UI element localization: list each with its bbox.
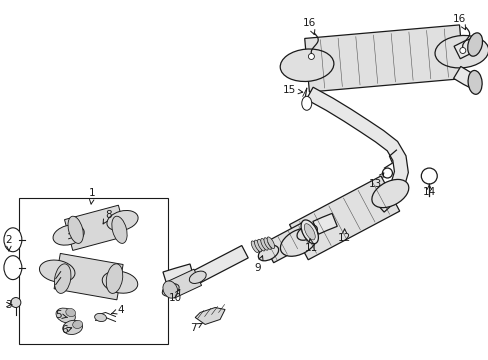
Ellipse shape (163, 281, 177, 298)
Ellipse shape (73, 320, 82, 328)
Polygon shape (54, 253, 123, 300)
Ellipse shape (467, 33, 482, 56)
Polygon shape (304, 25, 463, 92)
Ellipse shape (68, 216, 83, 243)
Ellipse shape (254, 240, 262, 252)
Polygon shape (453, 38, 477, 59)
Ellipse shape (40, 260, 75, 282)
Polygon shape (312, 213, 337, 234)
Polygon shape (453, 67, 477, 89)
Ellipse shape (62, 320, 82, 334)
Text: 11: 11 (305, 239, 318, 253)
Ellipse shape (304, 224, 315, 240)
Text: 5: 5 (55, 310, 67, 320)
Text: 12: 12 (337, 229, 350, 243)
Ellipse shape (53, 225, 84, 245)
Ellipse shape (264, 238, 271, 249)
Ellipse shape (66, 309, 75, 316)
Ellipse shape (382, 168, 392, 178)
Ellipse shape (112, 216, 127, 243)
Ellipse shape (280, 228, 317, 256)
Ellipse shape (4, 256, 22, 280)
Text: 2: 2 (5, 235, 12, 251)
Text: 7: 7 (189, 323, 202, 333)
Ellipse shape (301, 220, 318, 244)
Ellipse shape (421, 168, 436, 184)
Ellipse shape (459, 48, 465, 54)
Ellipse shape (11, 298, 21, 307)
Ellipse shape (258, 245, 278, 261)
Text: 16: 16 (303, 18, 316, 35)
Text: 13: 13 (368, 173, 383, 189)
Ellipse shape (467, 71, 481, 94)
Ellipse shape (308, 54, 314, 59)
Ellipse shape (54, 264, 71, 293)
Text: 3: 3 (5, 300, 12, 310)
Polygon shape (163, 264, 194, 287)
Ellipse shape (56, 308, 75, 323)
Ellipse shape (4, 228, 22, 252)
Ellipse shape (434, 35, 488, 68)
Text: 10: 10 (168, 289, 182, 302)
Ellipse shape (260, 239, 268, 250)
Polygon shape (64, 205, 126, 251)
Polygon shape (166, 269, 201, 298)
Bar (19, 198, 168, 345)
Text: 16: 16 (451, 14, 465, 30)
Ellipse shape (301, 96, 311, 110)
Text: 1: 1 (89, 188, 96, 204)
Text: 9: 9 (254, 256, 263, 273)
Ellipse shape (251, 241, 258, 253)
Ellipse shape (106, 264, 122, 293)
Polygon shape (195, 307, 224, 324)
Polygon shape (289, 176, 399, 260)
Ellipse shape (95, 314, 106, 321)
Ellipse shape (102, 271, 138, 293)
Text: 8: 8 (103, 210, 112, 224)
Ellipse shape (189, 271, 206, 283)
Text: 6: 6 (61, 325, 72, 336)
Ellipse shape (162, 284, 179, 296)
Text: 4: 4 (111, 306, 123, 315)
Polygon shape (263, 223, 312, 263)
Text: 15: 15 (283, 85, 302, 95)
Polygon shape (192, 246, 248, 284)
Text: 14: 14 (422, 184, 435, 197)
Ellipse shape (280, 49, 333, 81)
Ellipse shape (107, 211, 138, 231)
Polygon shape (306, 87, 407, 212)
Ellipse shape (371, 179, 408, 208)
Ellipse shape (257, 239, 264, 251)
Ellipse shape (296, 225, 317, 240)
Ellipse shape (266, 237, 274, 249)
